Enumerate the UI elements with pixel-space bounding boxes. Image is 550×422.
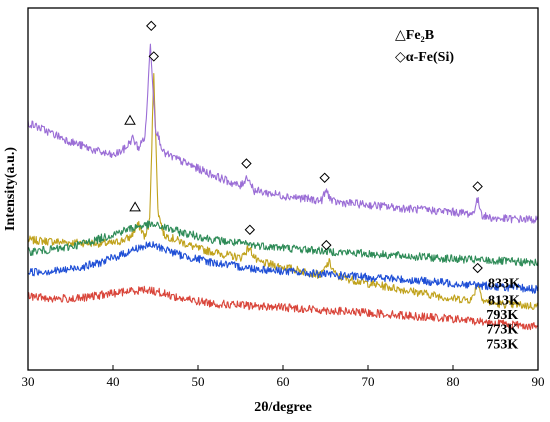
plot-frame bbox=[27, 7, 539, 371]
legend: △Fe₂B ◇α-Fe(Si) bbox=[395, 28, 454, 65]
curve-label-813K: 813K bbox=[488, 294, 520, 309]
peak-marker-diamond-0 bbox=[148, 51, 160, 62]
legend-entry-fe2b: △Fe₂B bbox=[395, 28, 434, 43]
x-tick-label: 50 bbox=[192, 374, 205, 389]
x-tick-label: 80 bbox=[447, 374, 460, 389]
curve-label-833K: 833K bbox=[488, 276, 520, 291]
peak-marker-diamond-4 bbox=[472, 262, 483, 274]
x-axis-title: 2θ/degree bbox=[254, 400, 312, 415]
x-tick-label: 70 bbox=[362, 374, 375, 389]
peak-marker-diamond-2 bbox=[244, 224, 256, 235]
x-tick-layer: 30 40 50 60 70 80 90 bbox=[22, 365, 545, 389]
series-793K bbox=[27, 220, 539, 267]
x-tick-label: 60 bbox=[277, 374, 290, 389]
x-tick-label: 90 bbox=[532, 374, 545, 389]
peak-marker-diamond-9 bbox=[472, 181, 483, 192]
peak-marker-diamond-8 bbox=[319, 172, 330, 183]
series-layer bbox=[27, 43, 539, 331]
peak-marker-triangle-6 bbox=[124, 114, 136, 125]
curve-label-753K: 753K bbox=[486, 338, 518, 353]
annotation-layer bbox=[124, 20, 483, 274]
peak-marker-diamond-3 bbox=[321, 239, 332, 251]
legend-entry-alpha-fe-si: ◇α-Fe(Si) bbox=[395, 50, 454, 65]
peak-marker-triangle-1 bbox=[129, 201, 141, 212]
series-813K bbox=[27, 43, 539, 224]
series-833K bbox=[27, 73, 539, 310]
x-tick-label: 30 bbox=[22, 374, 35, 389]
y-axis-title: Intensity(a.u.) bbox=[3, 147, 18, 231]
x-tick-label: 40 bbox=[107, 374, 120, 389]
series-753K bbox=[27, 285, 539, 331]
curve-label-773K: 773K bbox=[486, 322, 518, 337]
peak-marker-diamond-7 bbox=[241, 158, 252, 169]
curve-label-793K: 793K bbox=[486, 308, 518, 323]
series-773K bbox=[27, 241, 539, 294]
peak-marker-diamond-5 bbox=[146, 20, 157, 32]
